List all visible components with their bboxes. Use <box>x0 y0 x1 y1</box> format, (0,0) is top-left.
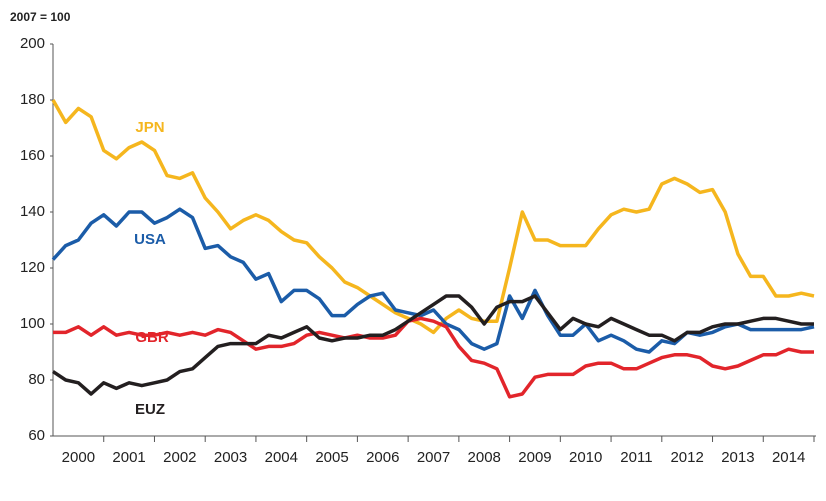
y-tick-label: 100 <box>20 315 45 332</box>
series-label: JPN <box>135 119 164 136</box>
y-tick-label: 60 <box>28 427 45 444</box>
y-tick-label: 200 <box>20 35 45 52</box>
series-label: USA <box>134 231 166 248</box>
x-tick-label: 2012 <box>670 449 703 466</box>
x-tick-label: 2000 <box>62 449 95 466</box>
y-tick-label: 140 <box>20 203 45 220</box>
x-tick-label: 2011 <box>620 449 652 466</box>
x-tick-label: 2008 <box>468 449 501 466</box>
x-tick-label: 2003 <box>214 449 247 466</box>
x-tick-label: 2004 <box>265 449 298 466</box>
series-line <box>51 99 815 335</box>
chart-subtitle: 2007 = 100 <box>10 10 71 24</box>
y-tick-label: 120 <box>20 259 45 276</box>
x-tick-label: 2006 <box>366 449 399 466</box>
y-tick-label: 160 <box>20 147 45 164</box>
y-tick-label: 180 <box>20 91 45 108</box>
y-tick-label: 80 <box>28 371 45 388</box>
series-line <box>52 294 814 396</box>
x-tick-label: 2005 <box>315 449 348 466</box>
x-tick-label: 2007 <box>417 449 450 466</box>
series-label: GBR <box>135 329 169 346</box>
series-line <box>53 316 814 399</box>
x-tick-label: 2014 <box>772 449 805 466</box>
x-tick-label: 2001 <box>112 449 145 466</box>
x-tick-label: 2009 <box>518 449 551 466</box>
series-label: EUZ <box>135 401 165 418</box>
x-tick-label: 2013 <box>721 449 754 466</box>
x-tick-label: 2002 <box>163 449 196 466</box>
x-tick-label: 2010 <box>569 449 602 466</box>
